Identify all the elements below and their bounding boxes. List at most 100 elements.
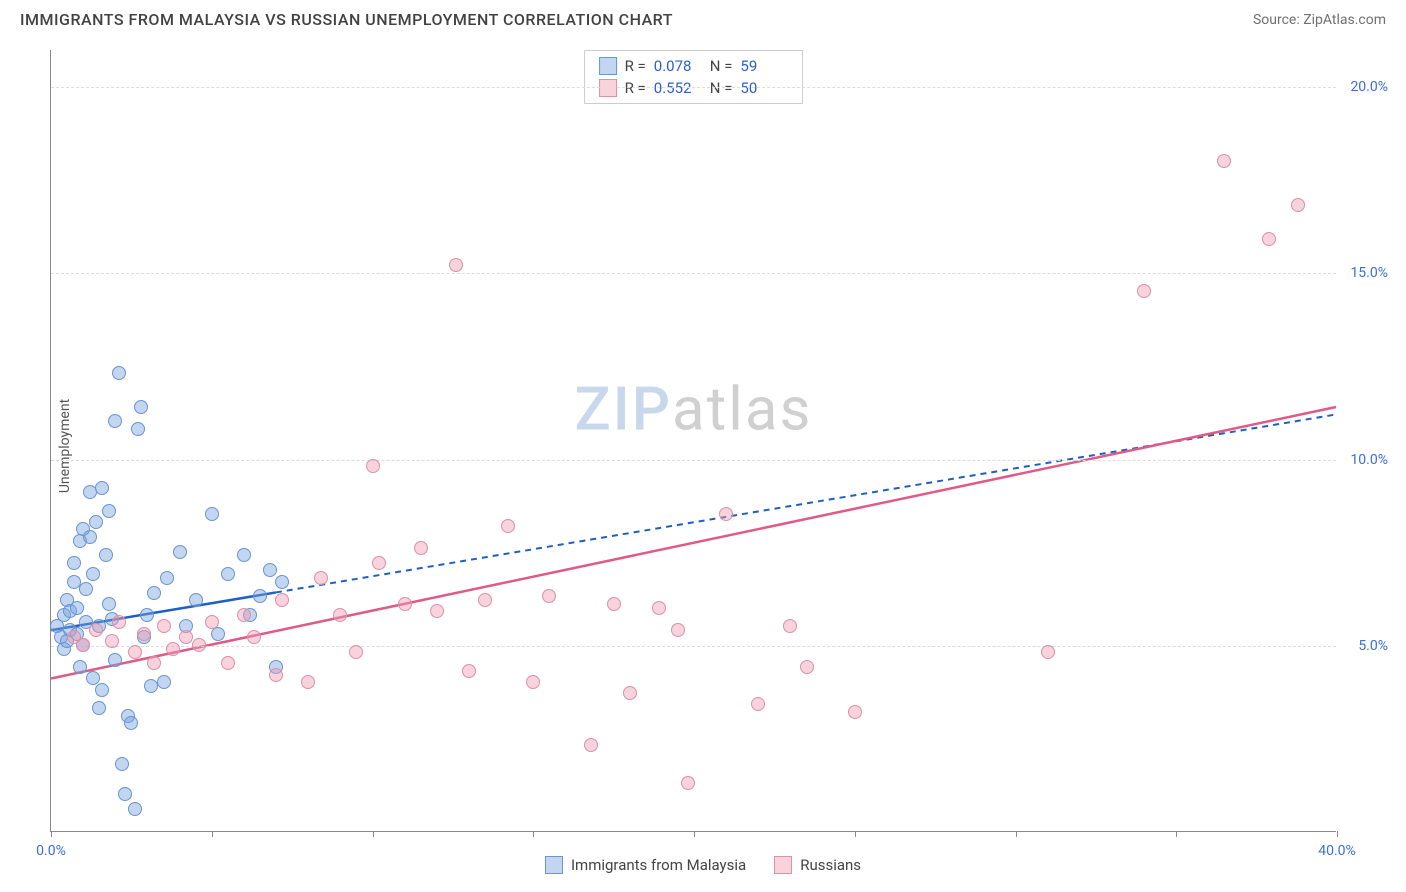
data-point (179, 630, 193, 644)
data-point (263, 563, 277, 577)
data-point (221, 656, 235, 670)
data-point (275, 593, 289, 607)
x-tick (533, 831, 534, 837)
data-point (70, 601, 84, 615)
y-tick-label: 15.0% (1350, 265, 1388, 281)
data-point (751, 697, 765, 711)
legend-row: R =0.078N =59 (599, 55, 789, 77)
legend-r-value: 0.078 (654, 57, 702, 75)
y-tick-label: 20.0% (1350, 79, 1388, 95)
series-legend-item: Immigrants from Malaysia (545, 856, 746, 874)
data-point (314, 571, 328, 585)
data-point (102, 504, 116, 518)
data-point (86, 567, 100, 581)
x-tick (855, 831, 856, 837)
data-point (205, 507, 219, 521)
data-point (1262, 232, 1276, 246)
data-point (95, 683, 109, 697)
x-tick (694, 831, 695, 837)
data-point (137, 627, 151, 641)
data-point (237, 548, 251, 562)
data-point (414, 541, 428, 555)
y-tick-label: 10.0% (1350, 452, 1388, 468)
data-point (681, 776, 695, 790)
data-point (128, 645, 142, 659)
data-point (623, 686, 637, 700)
data-point (108, 414, 122, 428)
x-tick (373, 831, 374, 837)
trend-lines (51, 50, 1336, 831)
data-point (221, 567, 235, 581)
correlation-legend: R =0.078N =59R =0.552N =50 (584, 50, 804, 104)
data-point (157, 675, 171, 689)
x-tick (1016, 831, 1017, 837)
data-point (67, 575, 81, 589)
data-point (76, 638, 90, 652)
data-point (462, 664, 476, 678)
legend-n-label: N = (710, 57, 733, 75)
data-point (366, 459, 380, 473)
data-point (192, 638, 206, 652)
data-point (1291, 198, 1305, 212)
data-point (253, 589, 267, 603)
data-point (112, 366, 126, 380)
data-point (157, 619, 171, 633)
source-label: Source: ZipAtlas.com (1253, 12, 1386, 28)
legend-swatch (774, 856, 792, 874)
data-point (112, 615, 126, 629)
data-point (115, 757, 129, 771)
data-point (237, 608, 251, 622)
data-point (1041, 645, 1055, 659)
data-point (372, 556, 386, 570)
data-point (652, 601, 666, 615)
scatter-chart: ZIPatlas R =0.078N =59R =0.552N =50 5.0%… (50, 50, 1336, 832)
data-point (430, 604, 444, 618)
chart-title: IMMIGRANTS FROM MALAYSIA VS RUSSIAN UNEM… (20, 10, 673, 29)
data-point (189, 593, 203, 607)
gridline (51, 460, 1336, 461)
data-point (67, 556, 81, 570)
legend-swatch (599, 57, 617, 75)
data-point (607, 597, 621, 611)
data-point (102, 597, 116, 611)
gridline (51, 87, 1336, 88)
data-point (108, 653, 122, 667)
data-point (124, 716, 138, 730)
data-point (73, 660, 87, 674)
data-point (501, 519, 515, 533)
legend-swatch (545, 856, 563, 874)
series-legend: Immigrants from Malaysia Russians (545, 856, 861, 874)
x-tick (1176, 831, 1177, 837)
x-tick-label: 0.0% (36, 843, 66, 859)
data-point (83, 530, 97, 544)
data-point (166, 642, 180, 656)
data-point (134, 400, 148, 414)
data-point (671, 623, 685, 637)
data-point (140, 608, 154, 622)
data-point (848, 705, 862, 719)
series-legend-label: Immigrants from Malaysia (571, 856, 746, 874)
data-point (128, 802, 142, 816)
data-point (275, 575, 289, 589)
data-point (1137, 284, 1151, 298)
data-point (478, 593, 492, 607)
data-point (118, 787, 132, 801)
data-point (89, 623, 103, 637)
data-point (584, 738, 598, 752)
x-tick-label: 40.0% (1318, 843, 1356, 859)
x-tick (1337, 831, 1338, 837)
data-point (526, 675, 540, 689)
trend-line-solid (51, 407, 1336, 678)
data-point (147, 656, 161, 670)
series-legend-item: Russians (774, 856, 861, 874)
data-point (92, 701, 106, 715)
x-tick (51, 831, 52, 837)
data-point (95, 481, 109, 495)
legend-n-value: 59 (740, 57, 788, 75)
data-point (269, 668, 283, 682)
data-point (1217, 154, 1231, 168)
data-point (247, 630, 261, 644)
data-point (542, 589, 556, 603)
data-point (160, 571, 174, 585)
data-point (147, 586, 161, 600)
